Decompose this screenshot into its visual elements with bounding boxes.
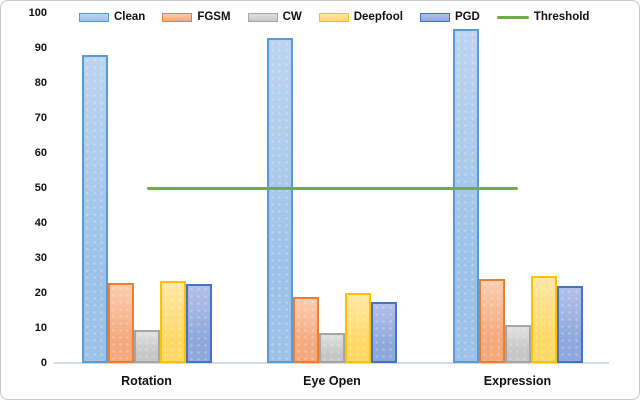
legend-label-clean: Clean (114, 11, 146, 23)
bar-clean-rotation (81, 55, 108, 363)
bar-pgd-eye-open (371, 301, 397, 363)
bar-deepfool-rotation (159, 280, 186, 363)
y-axis-tick-100: 100 (28, 7, 47, 19)
bar-pgd-expression (556, 286, 583, 363)
bar-cw-eye-open (319, 333, 345, 363)
bar-cw-expression (504, 324, 531, 363)
bar-pgd-rotation (185, 284, 212, 363)
legend-swatch-clean (79, 12, 109, 22)
legend-item-pgd: PGD (419, 11, 480, 23)
y-axis-tick-20: 20 (34, 287, 47, 299)
y-axis-tick-80: 80 (34, 77, 47, 89)
x-axis-label-expression: Expression (483, 374, 552, 388)
bar-clean-expression (452, 28, 479, 363)
y-axis-tick-40: 40 (34, 217, 47, 229)
legend-swatch-cw (247, 12, 278, 22)
legend-item-fgsm: FGSM (162, 11, 231, 23)
legend-item-cw: CW (247, 11, 302, 23)
legend-label-deepfool: Deepfool (353, 11, 403, 23)
legend-swatch-fgsm (162, 12, 193, 22)
legend-item-deepfool: Deepfool (318, 11, 403, 23)
bar-fgsm-eye-open (293, 296, 319, 363)
bar-fgsm-rotation (107, 282, 134, 363)
x-axis-line (54, 362, 609, 364)
bar-cw-rotation (133, 329, 160, 363)
legend-label-threshold: Threshold (533, 11, 590, 23)
x-axis-label-eye-open: Eye Open (303, 374, 361, 388)
legend-label-cw: CW (282, 11, 302, 23)
bar-fgsm-expression (478, 279, 505, 363)
bar-clean-eye-open (267, 37, 293, 363)
bar-deepfool-expression (530, 275, 557, 363)
legend-item-clean: Clean (79, 11, 145, 23)
legend-label-fgsm: FGSM (197, 11, 231, 23)
legend-swatch-pgd (419, 12, 450, 22)
chart-legend: Clean FGSM CW Deepfool PGD Threshold (79, 7, 589, 27)
legend-label-pgd: PGD (454, 11, 480, 23)
y-axis-tick-90: 90 (34, 42, 47, 54)
y-axis-tick-70: 70 (34, 112, 47, 124)
y-axis-tick-10: 10 (34, 322, 47, 334)
y-axis-tick-30: 30 (34, 252, 47, 264)
bar-deepfool-eye-open (345, 293, 371, 363)
legend-swatch-deepfool (318, 12, 349, 22)
legend-item-threshold: Threshold (496, 11, 590, 23)
y-axis-tick-60: 60 (34, 147, 47, 159)
legend-threshold-line-icon (496, 15, 529, 19)
y-axis-tick-0: 0 (40, 357, 47, 369)
threshold-line (146, 186, 518, 190)
y-axis-tick-50: 50 (34, 182, 47, 194)
x-axis-label-rotation: Rotation (121, 374, 172, 388)
